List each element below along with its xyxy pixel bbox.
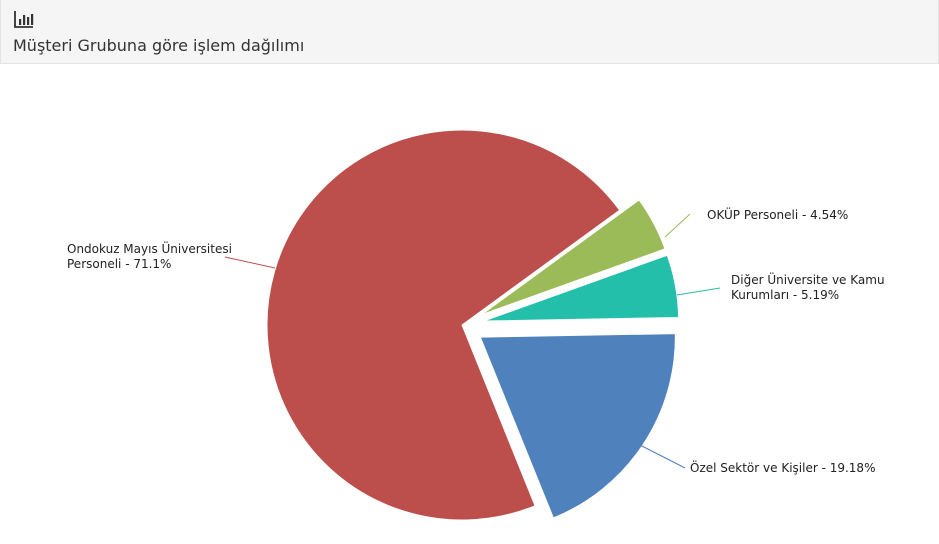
data-label: OKÜP Personeli - 4.54% [707, 208, 849, 222]
data-label: Ondokuz Mayıs Üniversitesi Personeli - 7… [67, 242, 232, 271]
panel-header: Müşteri Grubuna göre işlem dağılımı [0, 0, 939, 64]
chart-title: Müşteri Grubuna göre işlem dağılımı [13, 36, 305, 55]
label-connector [664, 213, 691, 238]
data-label: Özel Sektör ve Kişiler - 19.18% [690, 461, 876, 475]
label-connector [639, 444, 686, 469]
pie-slice [483, 254, 680, 322]
pie-slice [481, 199, 666, 316]
chart-icon [14, 11, 34, 28]
pie-slice [266, 129, 621, 521]
label-connector [676, 287, 721, 296]
data-label: Diğer Üniversite ve Kamu Kurumları - 5.1… [731, 273, 885, 302]
label-connector [224, 256, 276, 269]
pie-slice [479, 333, 676, 519]
